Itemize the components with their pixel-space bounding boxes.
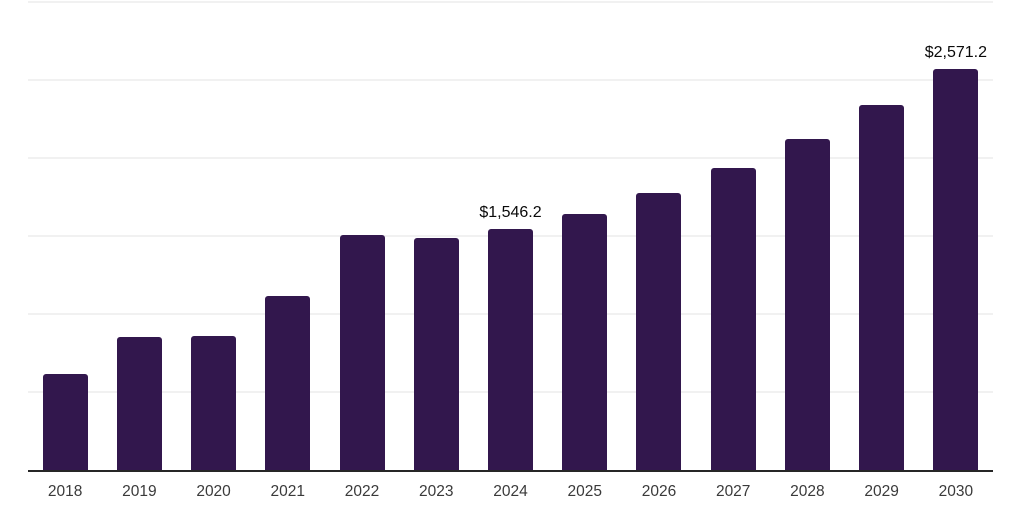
x-tick-2023: 2023 [419, 483, 454, 500]
bar-2024 [488, 228, 533, 470]
bar-2030 [933, 68, 979, 470]
x-tick-2026: 2026 [641, 483, 677, 500]
data-label-2024: $1,546.2 [479, 203, 542, 221]
x-tick-2025: 2025 [567, 483, 602, 500]
x-axis-labels: 2018 2019 2020 2021 2022 2023 2024 2025 2026 2027… [28, 484, 993, 504]
bar-2029 [859, 104, 905, 470]
x-tick-2018: 2018 [47, 483, 83, 500]
x-tick-2030: 2030 [938, 483, 974, 500]
bar-2027 [710, 167, 756, 470]
x-tick-2024: 2024 [493, 483, 528, 500]
x-tick-2029: 2029 [864, 483, 899, 500]
plot-area: $1,546.2 $2,571.2 [28, 1, 993, 472]
x-tick-2027: 2027 [715, 483, 751, 500]
x-tick-2021: 2021 [270, 483, 306, 500]
bar-2020 [191, 335, 237, 470]
bar-2019 [116, 336, 162, 470]
bar-2028 [784, 138, 830, 470]
x-tick-2028: 2028 [790, 483, 825, 500]
x-tick-2022: 2022 [344, 483, 380, 500]
gridline-3000 [28, 1, 993, 3]
x-tick-2019: 2019 [122, 483, 157, 500]
bar-2025 [562, 213, 608, 470]
bar-2018 [42, 374, 88, 470]
bar-2026 [636, 192, 682, 470]
data-label-2030: $2,571.2 [924, 43, 988, 61]
gridline-2000 [28, 157, 993, 159]
gridline-2500 [28, 79, 993, 81]
bar-2021 [265, 295, 311, 470]
bar-2023 [413, 237, 459, 470]
x-tick-2020: 2020 [196, 483, 231, 500]
bar-2022 [339, 234, 385, 470]
